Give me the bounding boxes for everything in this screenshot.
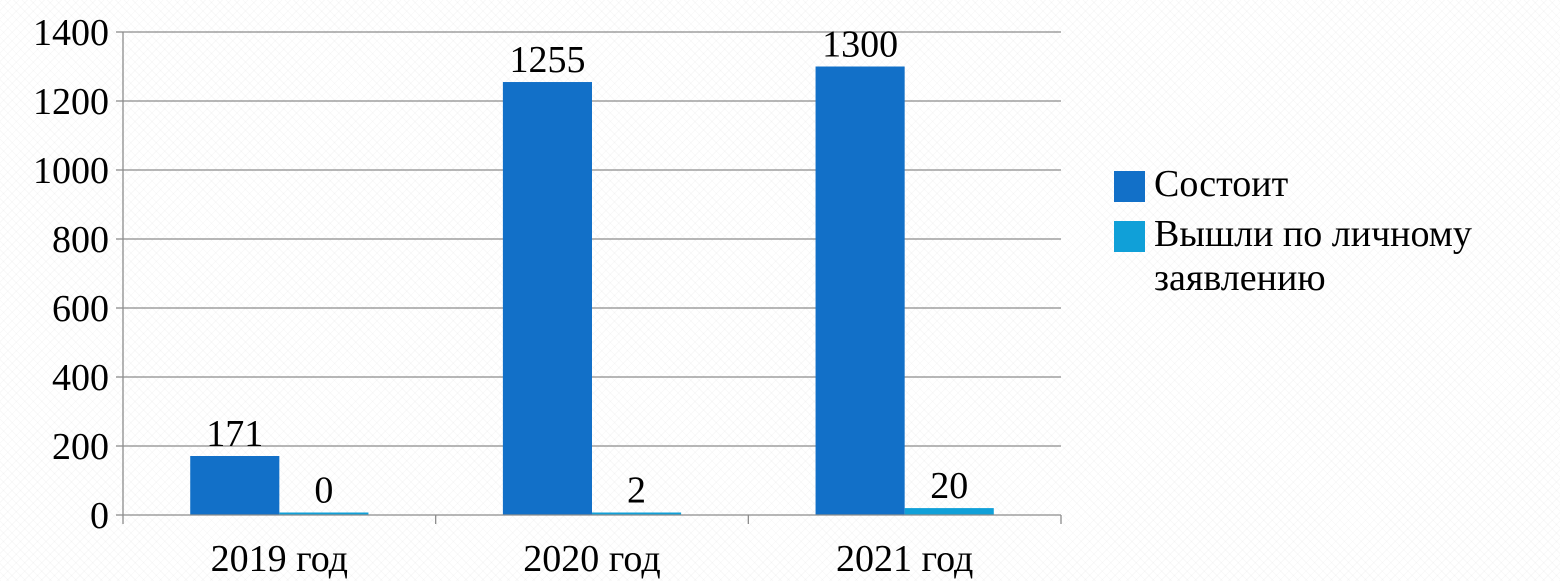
bar-series-1-1	[502, 82, 592, 516]
x-tick-label-1: 2020 год	[523, 538, 660, 580]
x-tick-label-2: 2021 год	[836, 538, 973, 580]
data-label-series-1-1: 1255	[509, 39, 585, 81]
bar-series-2-0	[279, 512, 369, 515]
data-label-series-2-1: 2	[627, 470, 646, 512]
y-tick-label-7: 1400	[33, 12, 109, 54]
data-label-series-1-2: 1300	[822, 24, 898, 66]
legend-swatch-series-2	[1114, 221, 1145, 252]
bar-series-1-2	[815, 66, 905, 515]
y-tick-label-0: 0	[90, 495, 109, 537]
legend-label-series-1: Состоит	[1154, 163, 1289, 205]
data-label-series-2-2: 20	[930, 465, 968, 507]
legend: Состоит Вышли по личному заявлению	[1114, 162, 1554, 306]
data-label-series-1-0: 171	[206, 413, 263, 455]
bar-series-1-0	[190, 456, 280, 515]
x-tick-label-0: 2019 год	[211, 538, 348, 580]
y-tick-label-1: 200	[52, 426, 109, 468]
y-tick-label-3: 600	[52, 288, 109, 330]
legend-item-series-1: Состоит	[1114, 162, 1554, 206]
bar-series-2-2	[904, 508, 994, 515]
bar-series-2-1	[592, 512, 682, 515]
data-label-series-2-0: 0	[314, 470, 333, 512]
y-tick-label-2: 400	[52, 357, 109, 399]
labels: 0 200 400 600 800 1000 1200 1400 171 0 2019 год 125…	[33, 12, 973, 580]
legend-label-series-2: Вышли по личному заявлению	[1154, 213, 1472, 299]
y-tick-label-6: 1200	[33, 81, 109, 123]
y-tick-label-5: 1000	[33, 150, 109, 192]
legend-swatch-series-1	[1114, 171, 1145, 202]
axes	[116, 31, 1062, 524]
bars	[190, 66, 994, 516]
legend-item-series-2: Вышли по личному заявлению	[1114, 212, 1554, 300]
y-tick-label-4: 800	[52, 219, 109, 261]
